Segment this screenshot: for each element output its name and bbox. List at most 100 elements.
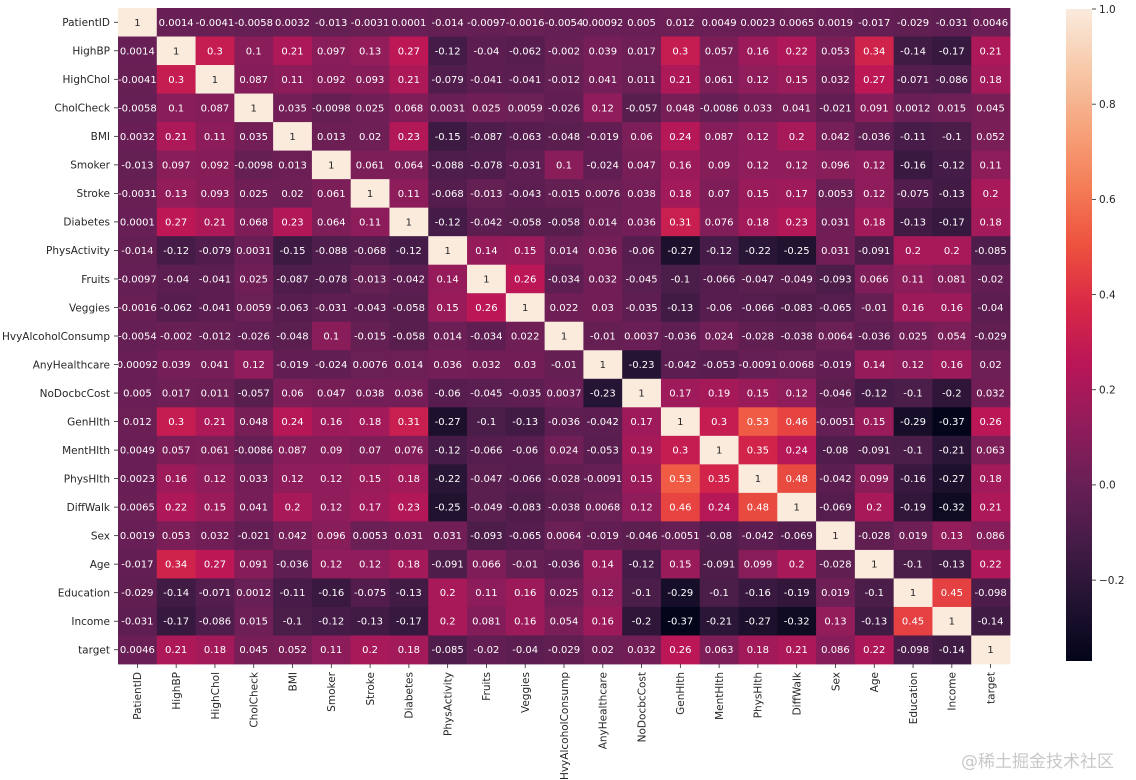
cell-value-label: 0.15 [630, 474, 652, 485]
cell-value-label: 0.099 [860, 474, 889, 485]
cell-value-label: 0.053 [162, 531, 191, 542]
cell-value-label: -0.13 [357, 617, 383, 628]
cell-value-label: 0.12 [592, 588, 614, 599]
colorbar-tick-label: 0.0 [1099, 480, 1116, 492]
heatmap-cell [234, 350, 274, 380]
heatmap-cell [428, 321, 468, 351]
heatmap-cell [932, 521, 972, 551]
cell-value-label: 0.3 [672, 46, 688, 57]
cell-value-label: -0.02 [978, 274, 1004, 285]
cell-value-label: 0.15 [359, 474, 381, 485]
heatmap-cell [971, 36, 1011, 66]
heatmap-cell [583, 321, 623, 351]
y-tick-label: Smoker [70, 160, 110, 172]
cell-value-label: 0.02 [979, 360, 1001, 371]
cell-value-label: -0.019 [819, 360, 851, 371]
cell-value-label: -0.29 [667, 588, 693, 599]
cell-value-label: 0.024 [705, 332, 734, 343]
cell-value-label: 0.032 [627, 645, 656, 656]
cell-value-label: -0.066 [509, 474, 541, 485]
heatmap-cell [467, 179, 507, 209]
heatmap-cell [118, 350, 158, 380]
heatmap-cell [932, 293, 972, 323]
heatmap-cell [622, 464, 662, 494]
colorbar-tick-label: 0.4 [1099, 289, 1116, 301]
heatmap-cell [311, 236, 352, 266]
cell-value-label: 0.14 [475, 246, 497, 257]
heatmap-cell [660, 435, 701, 465]
cell-value-label: -0.063 [509, 132, 541, 143]
heatmap-cell [234, 293, 274, 323]
heatmap-cell [505, 635, 546, 665]
heatmap-cell [583, 293, 623, 323]
cell-value-label: 0.013 [317, 132, 346, 143]
heatmap-cell [893, 578, 933, 608]
heatmap-cell [660, 36, 701, 66]
cell-value-label: -0.065 [819, 303, 851, 314]
cell-value-label: 0.035 [278, 103, 307, 114]
cell-value-label: 0.1 [246, 46, 262, 57]
heatmap-cell [544, 122, 584, 152]
heatmap-cell [777, 521, 817, 551]
cell-value-label: 0.11 [204, 132, 226, 143]
cell-value-label: -0.058 [509, 217, 541, 228]
cell-value-label: 0.057 [162, 446, 191, 457]
heatmap-cell [893, 549, 933, 579]
heatmap-cell [854, 435, 895, 465]
heatmap-cell [660, 321, 701, 351]
heatmap-cell [428, 492, 468, 522]
cell-value-label: 0.3 [711, 417, 727, 428]
cell-value-label: 0.005 [627, 18, 656, 29]
cell-value-label: 0.2 [983, 189, 999, 200]
cell-value-label: 0.26 [514, 274, 536, 285]
heatmap-cell [311, 578, 352, 608]
heatmap-cell [971, 150, 1011, 180]
cell-value-label: 0.035 [239, 132, 268, 143]
cell-value-label: -0.088 [432, 160, 464, 171]
heatmap-cell [816, 264, 856, 294]
cell-value-label: 0.0023 [120, 474, 155, 485]
heatmap-cell [893, 435, 933, 465]
cell-value-label: 0.031 [395, 531, 424, 542]
cell-value-label: 0.24 [669, 132, 691, 143]
cell-value-label: 0.09 [708, 160, 730, 171]
heatmap-cell [854, 321, 895, 351]
heatmap-cell [738, 236, 778, 266]
cell-value-label: 0.093 [201, 189, 230, 200]
y-tick-label: MentHlth [62, 445, 110, 457]
heatmap-cell [932, 435, 972, 465]
cell-value-label: 0.46 [786, 417, 808, 428]
heatmap-cell [428, 122, 468, 152]
heatmap-cell [195, 492, 235, 522]
cell-value-label: 0.26 [669, 645, 691, 656]
heatmap-cell [505, 321, 546, 351]
heatmap-cell [234, 407, 274, 437]
heatmap-cell [738, 321, 778, 351]
cell-value-label: 0.18 [863, 217, 885, 228]
heatmap-cell [893, 407, 933, 437]
cell-value-label: 0.0053 [818, 189, 853, 200]
cell-value-label: -0.19 [900, 503, 926, 514]
heatmap-cell [583, 407, 623, 437]
cell-value-label: -0.14 [900, 46, 926, 57]
heatmap-cell [893, 464, 933, 494]
cell-value-label: 0.063 [705, 645, 734, 656]
cell-value-label: 0.048 [666, 103, 695, 114]
heatmap-cell [971, 578, 1011, 608]
cell-value-label: 0.16 [514, 588, 536, 599]
cell-value-label: -0.066 [703, 274, 735, 285]
cell-value-label: 0.0049 [120, 446, 155, 457]
heatmap-cell [971, 264, 1011, 294]
heatmap-cell [699, 635, 739, 665]
cell-value-label: 0.054 [550, 617, 579, 628]
cell-value-label: -0.028 [548, 474, 580, 485]
cell-value-label: -0.25 [435, 503, 461, 514]
y-tick-label: Veggies [69, 302, 110, 314]
heatmap-cell [234, 492, 274, 522]
heatmap-cell [311, 93, 352, 123]
heatmap-cell [234, 435, 274, 465]
cell-value-label: 0.036 [627, 217, 656, 228]
heatmap-cell [350, 293, 390, 323]
cell-value-label: -0.042 [393, 274, 425, 285]
cell-value-label: -0.0041 [118, 75, 157, 86]
